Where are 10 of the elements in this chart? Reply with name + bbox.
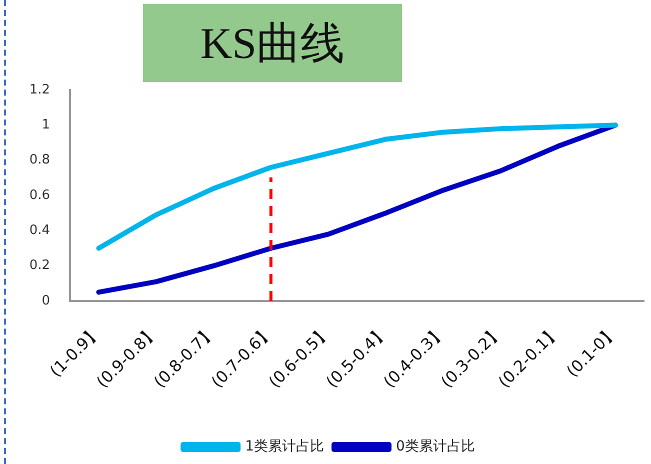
legend-label: 1类累计占比 <box>245 438 324 455</box>
legend-label: 0类累计占比 <box>396 438 475 455</box>
y-tick-label: 0.8 <box>29 152 50 168</box>
y-tick-label: 1 <box>42 118 50 133</box>
y-tick-label: 1.2 <box>29 82 50 98</box>
y-tick-label: 0.6 <box>29 188 50 203</box>
chart-title: KS曲线 <box>200 18 345 70</box>
y-tick-label: 0.2 <box>29 258 50 274</box>
y-tick-label: 0 <box>42 293 50 308</box>
y-tick-label: 0.4 <box>29 223 50 238</box>
